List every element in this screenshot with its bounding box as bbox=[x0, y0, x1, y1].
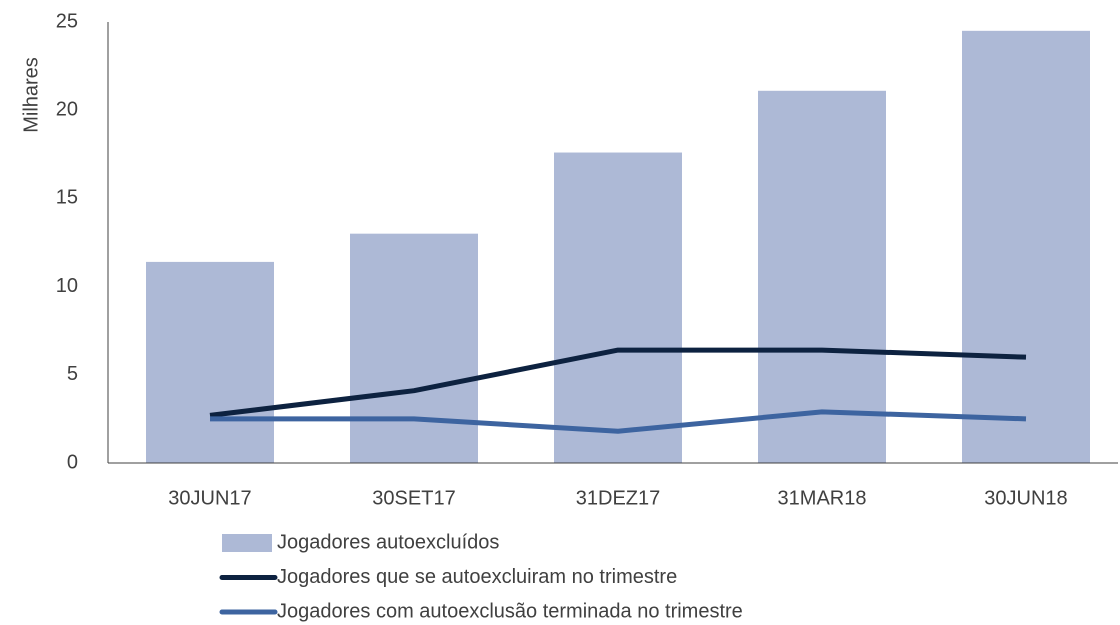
legend-swatch bbox=[222, 534, 272, 552]
x-tick-label: 30JUN18 bbox=[984, 487, 1067, 509]
legend-label: Jogadores com autoexclusão terminada no … bbox=[277, 600, 743, 622]
legend-label: Jogadores autoexcluídos bbox=[277, 531, 499, 553]
x-tick-label: 30JUN17 bbox=[168, 487, 251, 509]
legend-label: Jogadores que se autoexcluiram no trimes… bbox=[277, 566, 677, 588]
y-tick-label: 0 bbox=[67, 451, 78, 473]
line bbox=[209, 347, 1027, 418]
x-tick-label: 30SET17 bbox=[372, 487, 455, 509]
x-tick-label: 31MAR18 bbox=[778, 487, 867, 509]
line bbox=[210, 409, 1027, 434]
y-tick-label: 10 bbox=[56, 275, 78, 297]
bar bbox=[962, 30, 1090, 463]
y-tick-label: 20 bbox=[56, 98, 78, 120]
bar bbox=[146, 261, 274, 463]
y-tick-label: 15 bbox=[56, 187, 78, 209]
y-tick-label: 25 bbox=[56, 10, 78, 32]
bar bbox=[554, 152, 682, 463]
bar bbox=[758, 90, 886, 464]
y-tick-label: 5 bbox=[67, 363, 78, 385]
y-axis-label: Milhares bbox=[20, 57, 42, 133]
bar bbox=[350, 233, 478, 463]
x-tick-label: 31DEZ17 bbox=[576, 487, 661, 509]
